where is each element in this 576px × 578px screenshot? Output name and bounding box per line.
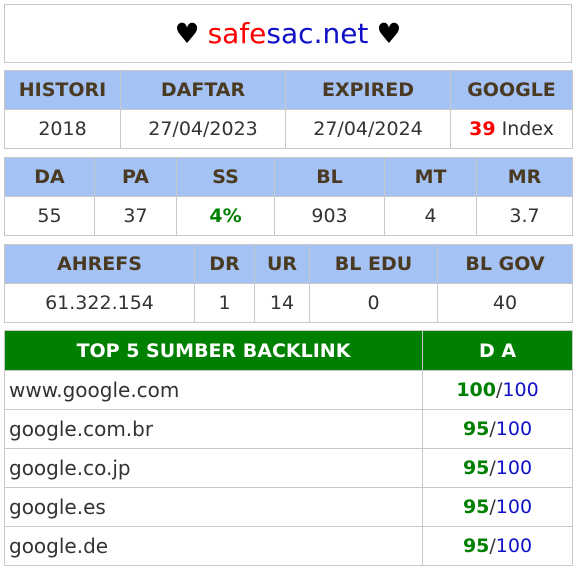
value-google: 39 Index	[450, 109, 573, 149]
title-part-sac: sac.net	[266, 17, 369, 50]
header-ahrefs: AHREFS	[4, 244, 195, 284]
heart-icon-left: ♥	[174, 17, 200, 50]
header-bl-gov: BL GOV	[437, 244, 573, 284]
backlink-da-value: 100	[456, 379, 496, 401]
table-row: google.com.br 95/100	[4, 409, 573, 449]
value-pa: 37	[94, 196, 177, 236]
info-table-1: HISTORI DAFTAR EXPIRED GOOGLE 2018 27/04…	[4, 70, 573, 149]
backlink-da-max: 100	[495, 535, 533, 557]
header-top-backlink: TOP 5 SUMBER BACKLINK	[4, 330, 423, 371]
value-ss: 4%	[176, 196, 275, 236]
header-histori: HISTORI	[4, 70, 121, 110]
backlink-da-max: 100	[502, 379, 539, 401]
header-mr: MR	[476, 157, 573, 197]
backlink-da-value: 95	[462, 535, 490, 557]
value-mr: 3.7	[476, 196, 573, 236]
backlink-site: google.co.jp	[4, 448, 423, 488]
header-expired: EXPIRED	[285, 70, 451, 110]
table-row: google.es 95/100	[4, 487, 573, 527]
backlink-da-max: 100	[495, 496, 533, 518]
header-google: GOOGLE	[450, 70, 573, 110]
backlink-site: google.es	[4, 487, 423, 527]
value-bl-gov: 40	[437, 283, 573, 323]
value-bl: 903	[274, 196, 385, 236]
backlink-da-value: 95	[462, 457, 490, 479]
value-da: 55	[4, 196, 95, 236]
header-backlink-da: D A	[422, 330, 573, 371]
backlink-site: google.de	[4, 526, 423, 566]
header-ur: UR	[254, 244, 310, 284]
value-dr: 1	[194, 283, 255, 323]
header-mt: MT	[384, 157, 477, 197]
backlink-da: 100/100	[422, 370, 573, 410]
backlink-site: google.com.br	[4, 409, 423, 449]
header-da: DA	[4, 157, 95, 197]
info-table-2: DA PA SS BL MT MR 55 37 4% 903 4 3.7	[4, 157, 573, 236]
table-row: www.google.com 100/100	[4, 370, 573, 410]
info-table-3: AHREFS DR UR BL EDU BL GOV 61.322.154 1 …	[4, 244, 573, 323]
google-index-count: 39	[469, 118, 496, 140]
value-daftar: 27/04/2023	[120, 109, 286, 149]
header-bl: BL	[274, 157, 385, 197]
backlink-da-value: 95	[462, 496, 490, 518]
table-row: google.de 95/100	[4, 526, 573, 566]
value-ur: 14	[254, 283, 310, 323]
header-ss: SS	[176, 157, 275, 197]
value-bl-edu: 0	[309, 283, 438, 323]
backlink-table: TOP 5 SUMBER BACKLINK D A www.google.com…	[4, 330, 573, 566]
table-row: google.co.jp 95/100	[4, 448, 573, 488]
backlink-da: 95/100	[422, 526, 573, 566]
backlink-da: 95/100	[422, 487, 573, 527]
value-expired: 27/04/2024	[285, 109, 451, 149]
backlink-da: 95/100	[422, 448, 573, 488]
heart-icon-right: ♥	[376, 17, 402, 50]
header-dr: DR	[194, 244, 255, 284]
google-index-label: Index	[501, 118, 554, 140]
value-histori: 2018	[4, 109, 121, 149]
header-pa: PA	[94, 157, 177, 197]
title-part-safe: safe	[207, 17, 267, 50]
header-bl-edu: BL EDU	[309, 244, 438, 284]
value-mt: 4	[384, 196, 477, 236]
header-daftar: DAFTAR	[120, 70, 286, 110]
backlink-da: 95/100	[422, 409, 573, 449]
backlink-da-value: 95	[462, 418, 490, 440]
backlink-site: www.google.com	[4, 370, 423, 410]
backlink-da-max: 100	[495, 457, 533, 479]
value-ahrefs: 61.322.154	[4, 283, 195, 323]
site-title: ♥ safe sac.net ♥	[4, 4, 572, 63]
backlink-da-max: 100	[495, 418, 533, 440]
